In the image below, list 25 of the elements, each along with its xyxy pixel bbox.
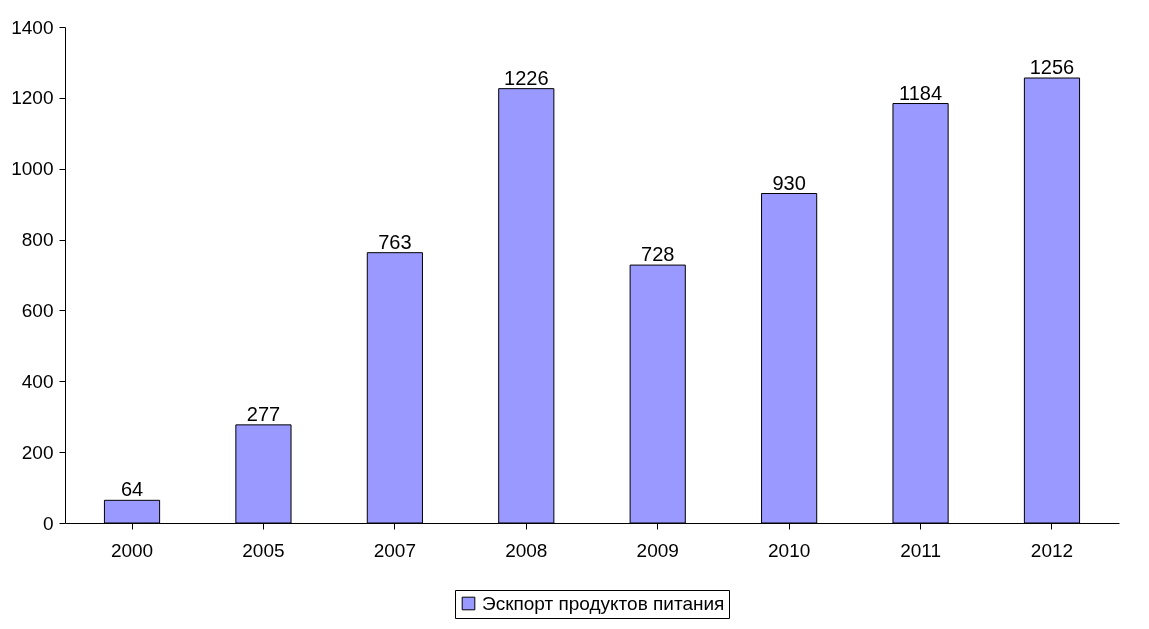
x-tick-label: 2008 — [505, 539, 548, 561]
data-label: 930 — [772, 171, 806, 194]
y-tick-label: 800 — [21, 229, 54, 251]
x-tick-label: 2000 — [110, 539, 154, 561]
y-tick-label: 1400 — [11, 16, 54, 38]
x-tick-label: 2011 — [900, 539, 941, 561]
y-tick-label: 1000 — [11, 158, 54, 180]
y-tick-label: 200 — [21, 441, 54, 463]
x-tick-label: 2005 — [242, 539, 285, 561]
y-tick-label: 1200 — [11, 87, 54, 109]
data-label: 1226 — [504, 66, 549, 89]
data-label: 1256 — [1029, 56, 1075, 79]
y-tick-label: 600 — [21, 299, 54, 321]
x-tick-label: 2010 — [767, 539, 811, 561]
y-tick-label: 0 — [42, 512, 54, 534]
data-label: 64 — [120, 478, 144, 501]
data-label: 277 — [246, 402, 281, 425]
data-label: 1184 — [899, 81, 943, 104]
data-label: 728 — [641, 243, 675, 266]
x-tick-label: 2012 — [1030, 539, 1074, 561]
x-tick-label: 2007 — [373, 539, 417, 561]
y-tick-label: 400 — [21, 370, 54, 392]
legend-label: Эскпорт продуктов питания — [482, 592, 725, 614]
x-tick-label: 2009 — [636, 539, 679, 561]
data-label: 763 — [378, 230, 412, 253]
